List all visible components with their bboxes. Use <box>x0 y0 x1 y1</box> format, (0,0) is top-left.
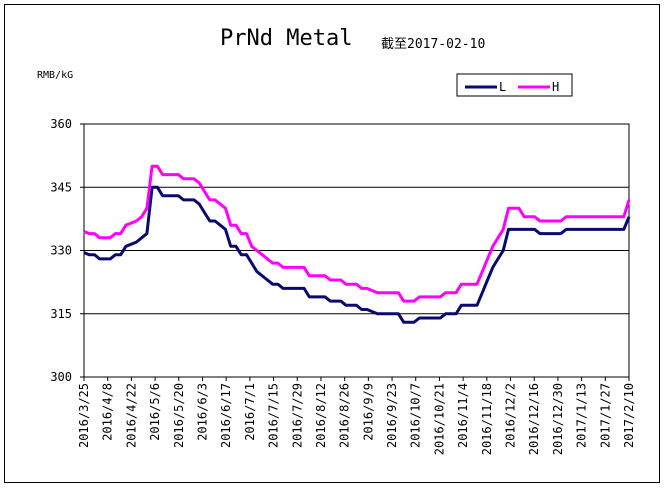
y-tick-label: 315 <box>50 307 72 321</box>
x-tick-label: 2016/7/29 <box>290 383 304 448</box>
x-tick-label: 2016/10/21 <box>432 383 446 455</box>
x-tick-label: 2016/11/4 <box>456 383 470 448</box>
legend-label-L: L <box>499 80 506 94</box>
x-tick-label: 2016/3/25 <box>77 383 91 448</box>
y-axis-unit-label: RMB/kG <box>37 70 74 81</box>
x-tick-label: 2016/10/7 <box>409 383 423 448</box>
x-tick-label: 2016/12/30 <box>551 383 565 455</box>
y-tick-label: 360 <box>50 117 72 131</box>
x-tick-label: 2017/1/13 <box>575 383 589 448</box>
x-tick-label: 2017/1/27 <box>598 383 612 448</box>
x-tick-label: 2016/8/26 <box>338 383 352 448</box>
x-tick-label: 2016/9/9 <box>361 383 375 441</box>
x-tick-label: 2016/11/18 <box>480 383 494 455</box>
series-line-H <box>83 164 631 303</box>
x-tick-label: 2017/2/10 <box>622 383 636 448</box>
x-tick-label: 2016/4/22 <box>124 383 138 448</box>
x-tick-label: 2016/9/23 <box>385 383 399 448</box>
chart-subtitle: 截至2017-02-10 <box>381 37 486 52</box>
chart-title: PrNd Metal <box>220 26 353 51</box>
x-tick-label: 2016/6/17 <box>219 383 233 448</box>
x-tick-label: 2016/5/6 <box>148 383 162 441</box>
legend-box <box>456 73 573 97</box>
x-tick-label: 2016/7/1 <box>243 383 257 441</box>
x-tick-label: 2016/5/20 <box>172 383 186 448</box>
legend-label-H: H <box>552 80 559 94</box>
y-tick-label: 345 <box>50 180 72 194</box>
x-tick-label: 2016/12/16 <box>527 383 541 455</box>
series-line-L <box>83 185 631 324</box>
x-tick-label: 2016/8/12 <box>314 383 328 448</box>
x-tick-label: 2016/6/3 <box>195 383 209 441</box>
x-tick-label: 2016/7/15 <box>267 383 281 448</box>
x-tick-label: 2016/4/8 <box>101 383 115 441</box>
y-tick-label: 330 <box>50 244 72 258</box>
x-tick-label: 2016/12/2 <box>504 383 518 448</box>
y-tick-label: 300 <box>50 370 72 384</box>
